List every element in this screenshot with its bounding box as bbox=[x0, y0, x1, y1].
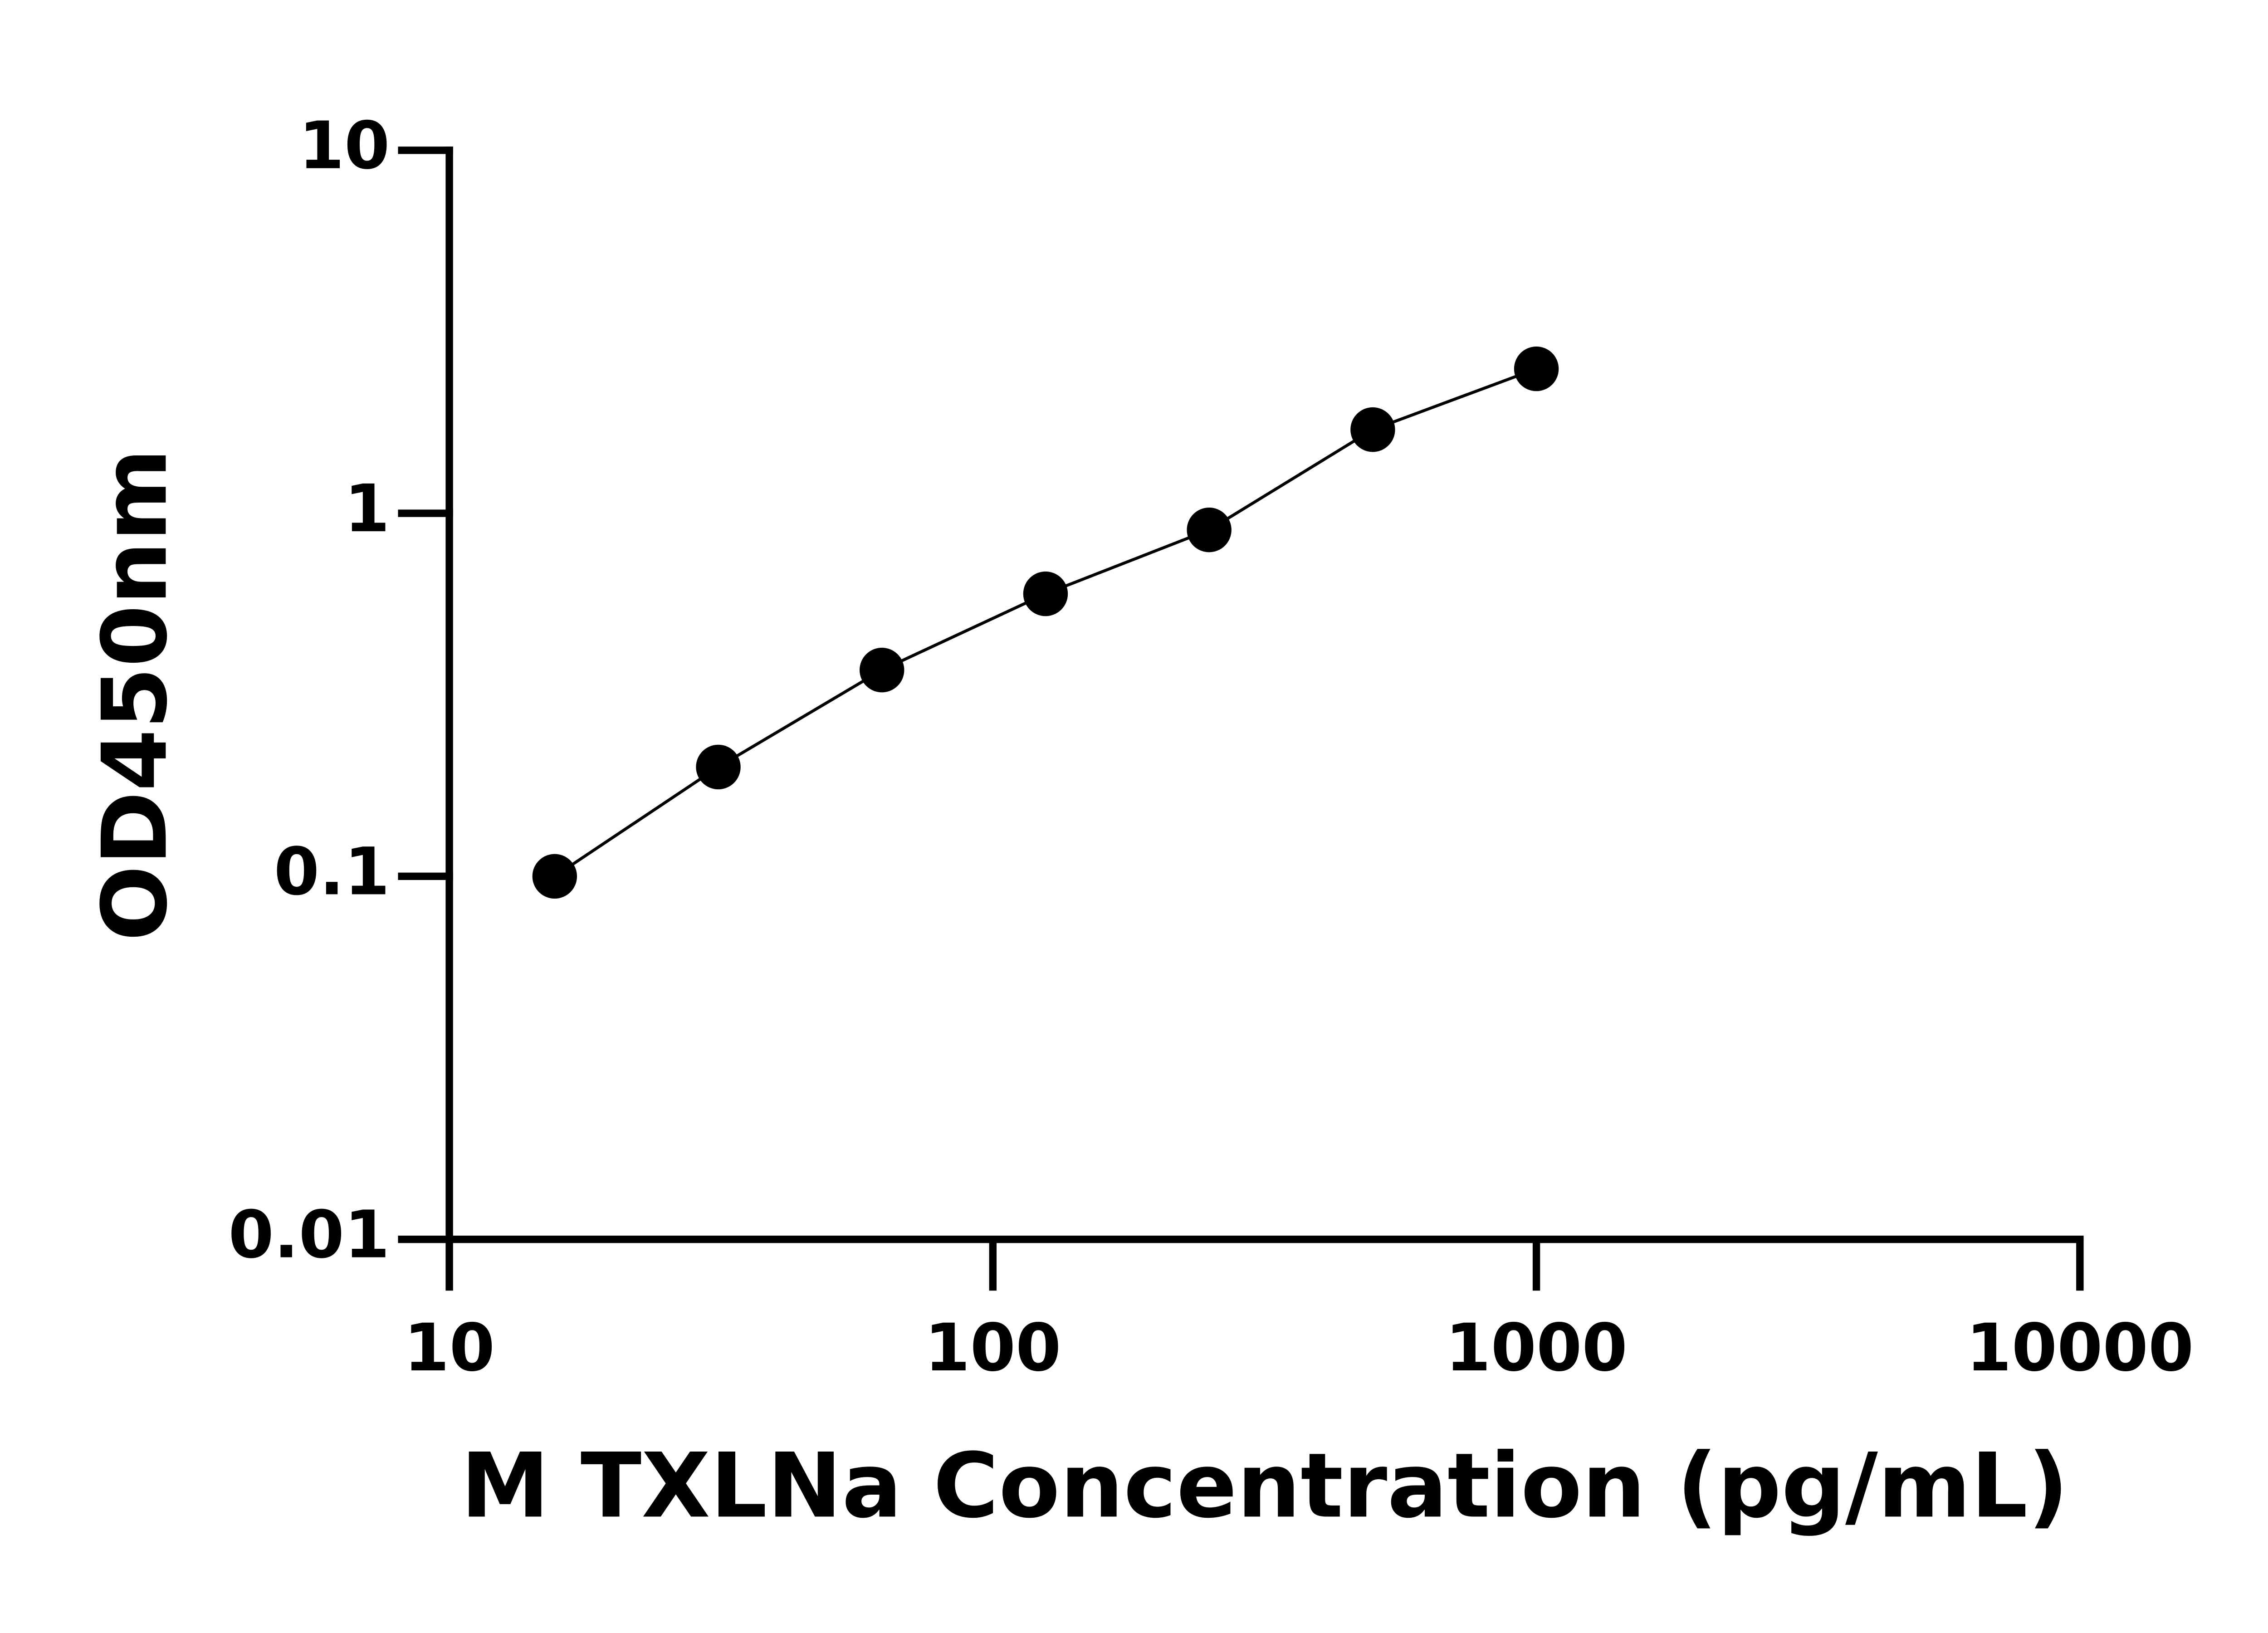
x-tick-label: 100 bbox=[924, 1310, 1061, 1386]
data-point bbox=[696, 744, 741, 790]
x-tick-label: 1000 bbox=[1445, 1310, 1628, 1386]
data-point bbox=[860, 647, 904, 693]
x-tick-label: 10000 bbox=[1966, 1310, 2194, 1386]
y-axis-title: OD450nm bbox=[83, 448, 187, 941]
y-tick-label: 0.1 bbox=[274, 834, 390, 910]
y-tick-label: 1 bbox=[344, 471, 390, 547]
y-tick-label: 10 bbox=[299, 108, 390, 184]
data-point bbox=[532, 854, 577, 899]
fit-line bbox=[554, 367, 1537, 878]
data-point bbox=[1514, 346, 1559, 391]
x-tick-label: 10 bbox=[404, 1310, 495, 1386]
y-tick-label: 0.01 bbox=[228, 1197, 390, 1273]
data-point bbox=[1187, 507, 1232, 552]
data-point bbox=[1350, 407, 1395, 452]
x-axis-title: M TXLNa Concentration (pg/mL) bbox=[461, 1434, 2069, 1538]
data-point bbox=[1023, 571, 1068, 616]
